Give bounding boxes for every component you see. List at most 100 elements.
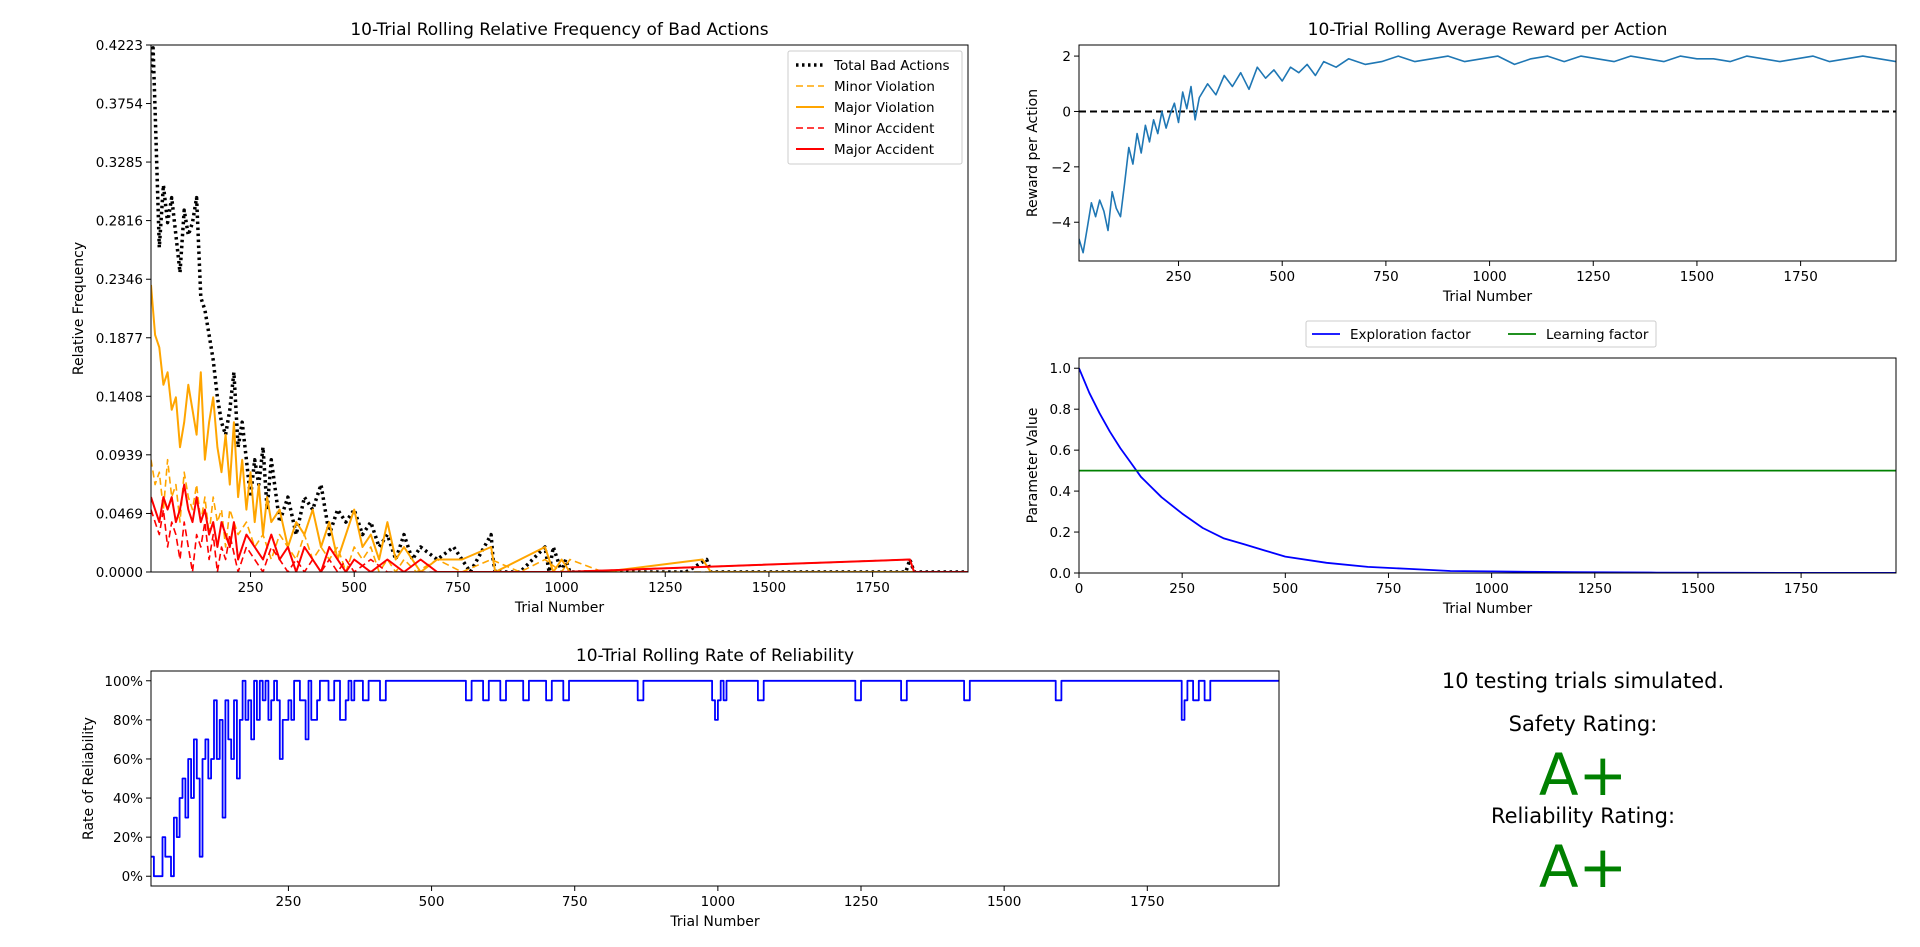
y-tick-label: 0% <box>122 869 144 885</box>
x-tick-label: 1750 <box>1783 269 1817 285</box>
x-tick-label: 1500 <box>752 580 786 596</box>
y-tick-label: −2 <box>1051 160 1071 176</box>
legend-label: Major Accident <box>834 142 934 158</box>
series-line-exploration-factor <box>1079 367 1896 573</box>
plot-frame-bad <box>150 44 969 573</box>
x-tick-label: 250 <box>276 894 302 910</box>
y-axis-label-params: Parameter Value <box>1025 408 1041 524</box>
series-line-major-accident <box>151 483 968 572</box>
x-tick-label: 250 <box>238 580 264 596</box>
x-tick-label: 1000 <box>544 580 578 596</box>
y-tick-label: 0 <box>1062 104 1071 120</box>
x-tick-label: 1250 <box>648 580 682 596</box>
x-tick-label: 1750 <box>855 580 889 596</box>
x-axis-label-rel: Trial Number <box>669 914 760 930</box>
legend-label: Exploration factor <box>1350 327 1471 343</box>
y-tick-label: 0.3754 <box>96 97 143 113</box>
x-tick-label: 1000 <box>1474 581 1508 597</box>
plot-frame-reward <box>1078 44 1897 262</box>
series-line-series-0 <box>151 679 1279 878</box>
y-tick-label: 0.0 <box>1050 566 1071 582</box>
x-tick-label: 1250 <box>1578 581 1612 597</box>
x-tick-label: 1500 <box>987 894 1021 910</box>
y-tick-label: 100% <box>104 674 143 690</box>
panel-rel: 10-Trial Rolling Rate of Reliability 250 5… <box>81 646 1280 930</box>
y-tick-label: 80% <box>113 713 143 729</box>
testing-trials-summary: 10 testing trials simulated. <box>1442 669 1724 693</box>
y-tick-label: 0.2346 <box>96 272 143 288</box>
x-tick-label: 750 <box>1376 581 1402 597</box>
y-tick-label: 0.0469 <box>96 506 143 522</box>
y-tick-label: 0.6 <box>1050 443 1071 459</box>
x-tick-label: 1750 <box>1784 581 1818 597</box>
y-tick-label: 2 <box>1062 49 1071 65</box>
summary-panel: 10 testing trials simulated. Safety Ratin… <box>1442 669 1724 901</box>
series-group-bad <box>151 46 968 572</box>
legend-frame <box>1305 320 1657 348</box>
legend-label: Minor Accident <box>834 121 934 137</box>
y-tick-label: 0.4223 <box>96 38 143 54</box>
safety-rating-grade: A+ <box>1539 741 1627 809</box>
x-tick-label: 750 <box>562 894 588 910</box>
y-axis-label-reward: Reward per Action <box>1025 89 1041 217</box>
legend-label: Total Bad Actions <box>833 58 950 74</box>
legend-frame <box>787 50 963 165</box>
x-tick-label: 750 <box>1373 269 1399 285</box>
panel-reward: 10-Trial Rolling Average Reward per Acti… <box>1025 20 1897 305</box>
series-line-series-0 <box>1079 55 1896 254</box>
chart-title-rel: 10-Trial Rolling Rate of Reliability <box>576 646 854 666</box>
x-tick-label: 500 <box>419 894 445 910</box>
x-axis-label-params: Trial Number <box>1442 601 1533 617</box>
y-tick-label: 0.0939 <box>96 448 143 464</box>
y-tick-label: 1.0 <box>1050 361 1071 377</box>
y-tick-label: 0.4 <box>1050 484 1071 500</box>
x-tick-label: 750 <box>445 580 471 596</box>
series-line-major-violation <box>151 284 968 572</box>
legend-label: Major Violation <box>834 100 935 116</box>
reliability-rating-label: Reliability Rating: <box>1491 804 1675 828</box>
y-tick-label: 60% <box>113 752 143 768</box>
x-tick-label: 1250 <box>844 894 878 910</box>
y-tick-label: 0.8 <box>1050 402 1071 418</box>
series-group-reward <box>1079 55 1896 254</box>
panel-bad: 10-Trial Rolling Relative Frequency of B… <box>71 20 969 616</box>
x-axis-label-reward: Trial Number <box>1442 289 1533 305</box>
x-tick-label: 1500 <box>1681 581 1715 597</box>
x-tick-label: 1750 <box>1130 894 1164 910</box>
y-tick-label: 0.1408 <box>96 389 143 405</box>
chart-title-reward: 10-Trial Rolling Average Reward per Acti… <box>1308 20 1668 40</box>
series-group-params <box>1079 367 1896 573</box>
x-tick-label: 1500 <box>1680 269 1714 285</box>
plot-frame-params <box>1078 357 1897 574</box>
x-tick-label: 1250 <box>1576 269 1610 285</box>
y-tick-label: 20% <box>113 830 143 846</box>
x-tick-label: 1000 <box>1472 269 1506 285</box>
x-tick-label: 500 <box>341 580 367 596</box>
x-tick-label: 250 <box>1169 581 1195 597</box>
y-tick-label: 0.2 <box>1050 525 1071 541</box>
safety-rating-label: Safety Rating: <box>1509 712 1658 736</box>
y-tick-label: 0.2816 <box>96 214 143 230</box>
legend-label: Learning factor <box>1546 327 1649 343</box>
y-tick-label: 0.0000 <box>96 565 143 581</box>
legend-bad-actions: Total Bad Actions Minor Violation Major Vi… <box>787 50 963 165</box>
legend-parameters: Exploration factor Learning factor <box>1305 320 1657 348</box>
y-axis-label-bad: Relative Frequency <box>71 242 87 375</box>
x-tick-label: 250 <box>1166 269 1192 285</box>
series-line-minor-accident <box>151 508 968 572</box>
y-axis-label-rel: Rate of Reliability <box>81 717 97 840</box>
y-tick-label: 0.1877 <box>96 331 143 347</box>
panel-params: 0 250 500 750 1000 1250 1500 1750 0.0 0.2 0.4 0.6 0.… <box>1025 320 1897 617</box>
legend-label: Minor Violation <box>834 79 935 95</box>
series-group-rel <box>151 679 1279 878</box>
x-tick-label: 0 <box>1075 581 1084 597</box>
x-tick-label: 500 <box>1272 581 1298 597</box>
plot-frame-rel <box>150 670 1280 887</box>
x-tick-label: 1000 <box>701 894 735 910</box>
reliability-rating-grade: A+ <box>1539 833 1627 901</box>
chart-title-bad: 10-Trial Rolling Relative Frequency of B… <box>350 20 768 40</box>
y-tick-label: −4 <box>1051 215 1071 231</box>
x-tick-label: 500 <box>1269 269 1295 285</box>
y-tick-label: 0.3285 <box>96 155 143 171</box>
